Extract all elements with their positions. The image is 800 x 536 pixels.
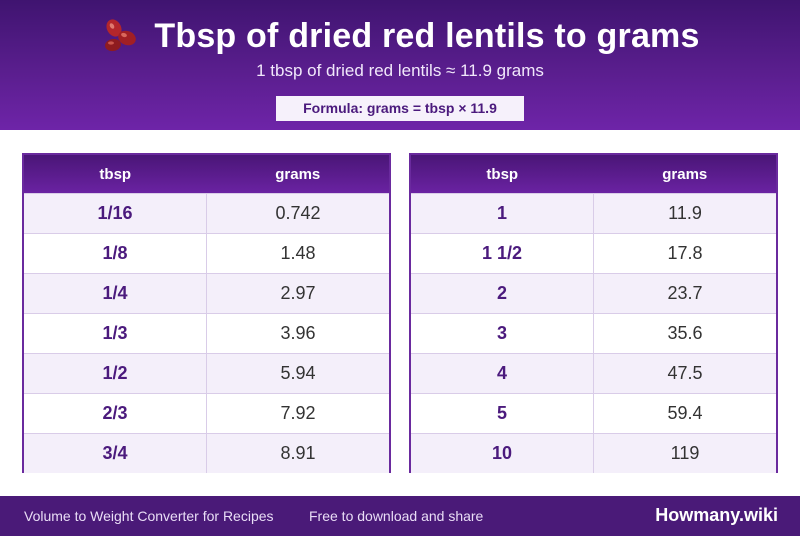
grams-cell: 5.94 bbox=[280, 363, 316, 383]
tbsp-cell: 1 1/2 bbox=[411, 234, 594, 273]
tbsp-cell: 2/3 bbox=[24, 394, 207, 433]
grams-cell: 59.4 bbox=[667, 403, 703, 423]
footer-share-text: Free to download and share bbox=[309, 508, 484, 524]
table-row: 1/4 2.97 bbox=[24, 273, 389, 313]
table-row: 4 47.5 bbox=[411, 353, 776, 393]
table-row: 1/16 0.742 bbox=[24, 193, 389, 233]
table-row: 2/3 7.92 bbox=[24, 393, 389, 433]
table-row: 5 59.4 bbox=[411, 393, 776, 433]
tbsp-cell: 5 bbox=[411, 394, 594, 433]
beans-icon bbox=[100, 16, 140, 56]
grams-cell: 11.9 bbox=[668, 203, 702, 223]
table-header: tbsp grams bbox=[411, 155, 776, 193]
table-row: 1/3 3.96 bbox=[24, 313, 389, 353]
grams-cell: 23.7 bbox=[667, 283, 703, 303]
page-subtitle: 1 tbsp of dried red lentils ≈ 11.9 grams bbox=[256, 61, 544, 80]
table-row: 1/8 1.48 bbox=[24, 233, 389, 273]
grams-cell: 2.97 bbox=[280, 283, 316, 303]
column-header-tbsp: tbsp bbox=[99, 165, 132, 183]
tbsp-cell: 2 bbox=[411, 274, 594, 313]
table-row: 3 35.6 bbox=[411, 313, 776, 353]
grams-cell: 17.8 bbox=[667, 243, 703, 263]
tbsp-cell: 1/4 bbox=[24, 274, 207, 313]
grams-cell: 1.48 bbox=[280, 243, 316, 263]
table-row: 3/4 8.91 bbox=[24, 433, 389, 473]
tbsp-cell: 1 bbox=[411, 194, 594, 233]
tbsp-cell: 1/16 bbox=[24, 194, 207, 233]
table-row: 1/2 5.94 bbox=[24, 353, 389, 393]
tbsp-cell: 10 bbox=[411, 434, 594, 473]
grams-cell: 7.92 bbox=[280, 403, 316, 423]
tbsp-cell: 1/2 bbox=[24, 354, 207, 393]
column-header-grams: grams bbox=[275, 165, 321, 183]
table-row: 10 119 bbox=[411, 433, 776, 473]
grams-cell: 47.5 bbox=[667, 363, 703, 383]
grams-cell: 8.91 bbox=[280, 443, 316, 463]
conversion-table-right: tbsp grams 1 11.9 1 1/2 17.8 2 23.7 3 35.6 4… bbox=[409, 153, 778, 473]
grams-cell: 35.6 bbox=[667, 323, 703, 343]
page-title: Tbsp of dried red lentils to grams bbox=[154, 16, 700, 55]
tbsp-cell: 3/4 bbox=[24, 434, 207, 473]
footer-converter-text: Volume to Weight Converter for Recipes bbox=[24, 508, 274, 524]
header-banner: Tbsp of dried red lentils to grams 1 tbs… bbox=[0, 0, 800, 130]
table-row: 2 23.7 bbox=[411, 273, 776, 313]
column-header-tbsp: tbsp bbox=[486, 165, 519, 183]
table-row: 1 1/2 17.8 bbox=[411, 233, 776, 273]
conversion-table-left: tbsp grams 1/16 0.742 1/8 1.48 1/4 2.97 1/3… bbox=[22, 153, 391, 473]
grams-cell: 0.742 bbox=[275, 203, 321, 223]
table-row: 1 11.9 bbox=[411, 193, 776, 233]
tbsp-cell: 1/8 bbox=[24, 234, 207, 273]
grams-cell: 3.96 bbox=[280, 323, 316, 343]
title-row: Tbsp of dried red lentils to grams bbox=[0, 14, 800, 58]
table-header: tbsp grams bbox=[24, 155, 389, 193]
tbsp-cell: 1/3 bbox=[24, 314, 207, 353]
column-header-grams: grams bbox=[662, 165, 708, 183]
tbsp-cell: 4 bbox=[411, 354, 594, 393]
tbsp-cell: 3 bbox=[411, 314, 594, 353]
brand-logo-text[interactable]: Howmany.wiki bbox=[655, 505, 778, 525]
grams-cell: 119 bbox=[670, 443, 700, 463]
footer-bar: Volume to Weight Converter for Recipes F… bbox=[0, 496, 800, 536]
formula-box: Formula: grams = tbsp × 11.9 bbox=[276, 96, 524, 121]
